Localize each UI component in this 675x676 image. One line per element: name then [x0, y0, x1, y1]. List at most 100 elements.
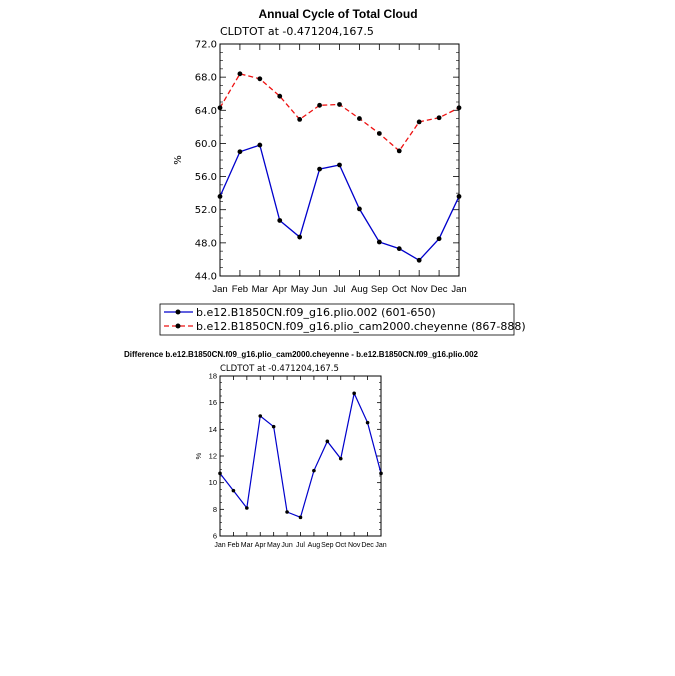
- chart-2-xtick-label: Dec: [361, 542, 374, 549]
- chart-1-series-2-point: [357, 116, 362, 121]
- chart-1-series-1-point: [257, 142, 263, 148]
- chart-2-series-1-point: [285, 510, 289, 514]
- chart-2-ytick-label: 18: [209, 372, 217, 381]
- chart-2-ytick-label: 6: [213, 532, 217, 541]
- chart-2-subtitle: CLDTOT at -0.471204,167.5: [220, 364, 339, 374]
- chart-1-series-line-1: [219, 144, 460, 262]
- chart-2-ylabel: %: [194, 452, 203, 459]
- chart-2-xtick-label: Feb: [227, 542, 239, 549]
- chart-1-xtick-label: May: [291, 284, 309, 295]
- chart-1-ylabel: %: [173, 155, 184, 165]
- chart-1-series-2-point: [337, 102, 342, 107]
- chart-1-series-2-point: [396, 148, 402, 154]
- chart-1-xtick-label: Jan: [212, 284, 227, 295]
- legend-box: [159, 303, 515, 336]
- chart-2-xtick-label: Nov: [348, 542, 361, 549]
- chart-2-xtick-label: Jul: [296, 542, 305, 549]
- chart-1-series-1-point: [436, 236, 442, 242]
- chart-2-plot-frame: [219, 375, 382, 537]
- chart-1-xtick-label: Oct: [392, 284, 407, 295]
- chart-2-ytick-label: 14: [209, 425, 217, 434]
- chart-1-subtitle: CLDTOT at -0.471204,167.5: [220, 25, 374, 38]
- chart-2-series-1-point: [231, 488, 236, 493]
- chart-2-axes: Jan Feb Mar Apr May Jun Jul Aug Sep Oct Nov Dec Jan6…: [209, 372, 387, 550]
- chart-1-xtick-label: Nov: [411, 284, 428, 295]
- chart-2-series-1-point: [245, 506, 249, 510]
- chart-1-series: [217, 71, 462, 263]
- chart-1-annual-cycle: Annual Cycle of Total Cloud CLDTOT at -0…: [173, 7, 467, 295]
- chart-2-series-1-point: [325, 439, 330, 444]
- chart-2-ytick-label: 10: [209, 478, 217, 487]
- chart-1-axes: Jan Feb Mar Apr May Jun Jul Aug Sep Oct Nov Dec Jan4…: [195, 40, 467, 296]
- chart-2-series-1-point: [365, 420, 370, 425]
- chart-1-series-2-point: [416, 119, 422, 125]
- chart-2-series-1-point: [298, 515, 303, 520]
- chart-1-series-2-point: [277, 93, 283, 99]
- chart-1-xtick-label: Mar: [252, 284, 268, 295]
- chart-2-ytick-label: 16: [209, 398, 217, 407]
- chart-2-xtick-label: Mar: [241, 542, 254, 549]
- legend-marker-1: [175, 309, 181, 315]
- chart-2-xtick-label: May: [267, 542, 281, 549]
- chart-1-xtick-label: Dec: [431, 284, 448, 295]
- chart-1-series-2-point: [317, 102, 322, 108]
- chart-1-series-1-point: [237, 149, 243, 155]
- chart-2-xtick-label: Jan: [214, 542, 225, 549]
- chart-1-xtick-label: Feb: [232, 284, 248, 295]
- chart-1-ytick-label: 44.0: [195, 272, 217, 283]
- chart-1-xtick-label: Sep: [371, 284, 388, 295]
- chart-2-series-1-point: [352, 391, 356, 396]
- chart-1-ytick-label: 68.0: [195, 73, 217, 84]
- chart-1-series-1-point: [277, 218, 283, 223]
- chart-2-xtick-label: Sep: [321, 542, 334, 549]
- chart-1-series-2-point: [237, 71, 243, 77]
- chart-2-xtick-label: Oct: [335, 542, 346, 549]
- chart-1-series-2-point: [436, 115, 442, 121]
- chart-1-series-1-point: [317, 166, 322, 172]
- chart-1-series-1-point: [396, 246, 402, 252]
- chart-1-xtick-label: Jan: [451, 284, 466, 295]
- legend-label-2: b.e12.B1850CN.f09_g16.plio_cam2000.cheye…: [196, 320, 526, 333]
- chart-2-series-1-point: [271, 424, 276, 429]
- chart-1-series-2-point: [297, 117, 303, 122]
- chart-2-ytick-label: 12: [209, 452, 217, 461]
- chart-1-ytick-label: 72.0: [195, 40, 217, 51]
- chart-2-xtick-label: Apr: [255, 542, 267, 549]
- chart-1-xtick-label: Jun: [312, 284, 327, 295]
- chart-1-ytick-label: 60.0: [195, 139, 217, 150]
- chart-1-ytick-label: 48.0: [195, 238, 217, 249]
- chart-2-xtick-label: Jun: [281, 542, 292, 549]
- chart-1-ytick-label: 52.0: [195, 205, 217, 216]
- chart-2-series-1-point: [258, 414, 263, 418]
- chart-1-series-1-point: [416, 257, 422, 263]
- chart-1-legend: b.e12.B1850CN.f09_g16.plio.002 (601-650)…: [159, 303, 526, 336]
- chart-1-xtick-label: Jul: [333, 284, 345, 295]
- chart-1-series-1-point: [357, 206, 362, 212]
- chart-1-series-1-point: [376, 239, 382, 245]
- chart-2-series: [218, 391, 383, 520]
- chart-1-xtick-label: Apr: [272, 284, 287, 295]
- chart-1-plot-frame: [219, 43, 460, 277]
- chart-2-title: Difference b.e12.B1850CN.f09_g16.plio_ca…: [124, 350, 479, 359]
- chart-2-ytick-label: 8: [213, 505, 217, 514]
- chart-2-difference: Difference b.e12.B1850CN.f09_g16.plio_ca…: [124, 350, 479, 549]
- chart-1-ytick-label: 56.0: [195, 172, 217, 183]
- chart-2-series-line-1: [219, 391, 382, 519]
- chart-2-series-1-point: [312, 468, 316, 473]
- chart-2-series-1-point: [338, 456, 343, 461]
- chart-1-series-1-point: [297, 234, 303, 240]
- chart-1-series-2-point: [257, 76, 263, 82]
- legend-label-1: b.e12.B1850CN.f09_g16.plio.002 (601-650): [196, 306, 436, 319]
- chart-1-xtick-label: Aug: [351, 284, 368, 295]
- chart-1-series-line-2: [219, 73, 460, 152]
- legend-marker-2: [175, 323, 181, 329]
- legend-entry-1: b.e12.B1850CN.f09_g16.plio.002 (601-650): [164, 306, 436, 319]
- chart-2-xtick-label: Jan: [375, 542, 386, 549]
- chart-1-series-1-point: [337, 162, 342, 168]
- chart-1-title: Annual Cycle of Total Cloud: [258, 7, 417, 21]
- chart-1-ytick-label: 64.0: [195, 106, 217, 117]
- chart-1-series-2-point: [376, 131, 382, 136]
- legend-entry-2: b.e12.B1850CN.f09_g16.plio_cam2000.cheye…: [164, 320, 526, 333]
- chart-2-xtick-label: Aug: [308, 542, 321, 549]
